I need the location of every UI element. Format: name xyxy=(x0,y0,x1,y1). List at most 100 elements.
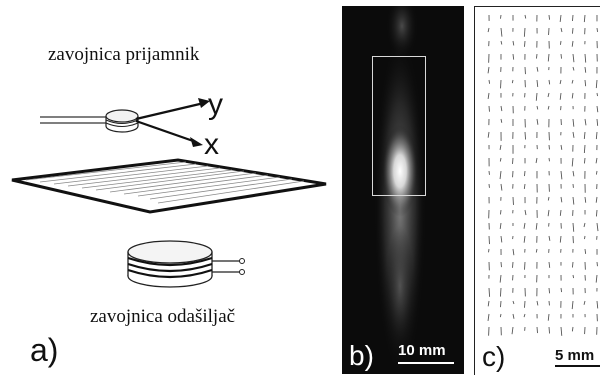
vector-arrow xyxy=(584,66,587,73)
vector-arrow xyxy=(535,248,538,253)
vector-arrow xyxy=(500,118,503,123)
vector-arrow xyxy=(500,209,502,215)
vector-arrow xyxy=(572,274,575,279)
vector-arrow xyxy=(595,196,598,203)
vector-arrow xyxy=(524,40,526,47)
vector-arrow xyxy=(595,79,598,89)
vector-arrow xyxy=(499,313,502,318)
vector-arrow xyxy=(596,27,598,32)
vector-arrow xyxy=(584,196,587,203)
vector-arrow xyxy=(548,14,551,20)
vector-arrow xyxy=(583,131,586,139)
vector-arrow xyxy=(511,79,514,84)
vector-arrow xyxy=(560,287,563,293)
vector-arrow xyxy=(499,157,502,162)
vector-arrow xyxy=(548,79,551,85)
vector-arrow xyxy=(536,118,539,125)
vector-arrow xyxy=(536,105,539,110)
vector-arrow xyxy=(572,131,575,138)
vector-arrow xyxy=(535,92,538,101)
vector-arrow xyxy=(512,40,515,46)
vector-arrow xyxy=(536,79,539,88)
vector-arrow xyxy=(523,313,526,318)
vector-arrow xyxy=(536,53,538,59)
transmitter-coil xyxy=(127,240,245,288)
vector-arrow xyxy=(595,157,598,164)
vector-arrow xyxy=(524,300,526,308)
vector-arrow xyxy=(500,105,503,112)
receiver-coil-label: zavojnica prijamnik xyxy=(48,44,200,65)
vector-arrow xyxy=(511,326,514,335)
field-intensity-image xyxy=(374,6,426,374)
vector-arrow xyxy=(548,261,551,268)
current-vector-field xyxy=(487,14,599,336)
vector-arrow xyxy=(595,209,598,217)
scale-bar-b-line xyxy=(398,362,454,364)
vector-arrow xyxy=(583,144,586,154)
vector-arrow xyxy=(583,14,586,23)
vector-arrow xyxy=(595,274,598,283)
vector-arrow xyxy=(583,222,586,228)
vector-arrow xyxy=(560,196,563,203)
vector-arrow xyxy=(584,53,587,63)
vector-arrow xyxy=(584,118,587,126)
scale-bar-c-label: 5 mm xyxy=(555,347,595,364)
vector-arrow xyxy=(559,14,562,22)
transmitter-coil-label: zavojnica odašiljač xyxy=(90,306,236,327)
vector-arrow xyxy=(499,144,502,150)
receiver-coil xyxy=(105,109,139,133)
vector-arrow xyxy=(500,183,503,191)
vector-arrow xyxy=(572,27,574,34)
vector-arrow xyxy=(572,261,574,268)
vector-arrow xyxy=(523,222,526,229)
vector-arrow xyxy=(560,27,563,33)
vector-arrow xyxy=(524,209,527,216)
vector-arrow xyxy=(488,79,491,84)
panel-c-label: c) xyxy=(482,341,506,372)
axis-y-label: y xyxy=(208,88,223,121)
vector-arrow xyxy=(572,222,575,232)
vector-arrow xyxy=(560,144,563,150)
vector-arrow xyxy=(559,79,562,85)
vector-arrow xyxy=(500,300,502,308)
vector-arrow xyxy=(500,14,502,19)
sample-plate xyxy=(11,158,327,214)
vector-arrow xyxy=(548,287,551,294)
vector-arrow xyxy=(487,27,490,33)
vector-arrow xyxy=(524,170,526,177)
vector-arrow xyxy=(572,170,575,177)
vector-arrow xyxy=(487,131,490,138)
vector-arrow xyxy=(524,131,527,140)
vector-arrow xyxy=(559,92,562,100)
vector-arrow xyxy=(488,287,491,297)
vector-arrow xyxy=(572,14,574,22)
vector-arrow xyxy=(512,313,515,319)
vector-arrow xyxy=(536,326,538,334)
vector-arrow xyxy=(547,313,550,321)
vector-arrow xyxy=(523,183,526,189)
vector-arrow xyxy=(596,118,599,126)
vector-arrow xyxy=(584,235,586,240)
vector-arrow xyxy=(583,300,586,305)
vector-arrow xyxy=(499,222,502,230)
axis-arrows xyxy=(135,98,210,147)
vector-arrow xyxy=(583,157,586,164)
vector-arrow xyxy=(596,222,599,232)
scale-bar-b-label: 10 mm xyxy=(398,342,446,359)
vector-arrow xyxy=(584,248,587,254)
vector-arrow xyxy=(560,40,562,45)
vector-arrow xyxy=(560,53,562,59)
panel-b-label: b) xyxy=(349,340,374,371)
vector-arrow xyxy=(572,196,575,205)
vector-arrow xyxy=(560,326,563,336)
vector-arrow xyxy=(499,274,502,283)
vector-arrow xyxy=(500,40,503,45)
panel-c-vector-field: c) 5 mm xyxy=(474,6,600,375)
vector-arrow xyxy=(559,235,562,243)
vector-arrow xyxy=(535,157,538,164)
vector-arrow xyxy=(499,170,502,180)
vector-arrow xyxy=(559,209,562,216)
vector-arrow xyxy=(571,92,574,99)
scale-bar-c-line xyxy=(555,365,600,367)
vector-arrow xyxy=(584,79,587,87)
